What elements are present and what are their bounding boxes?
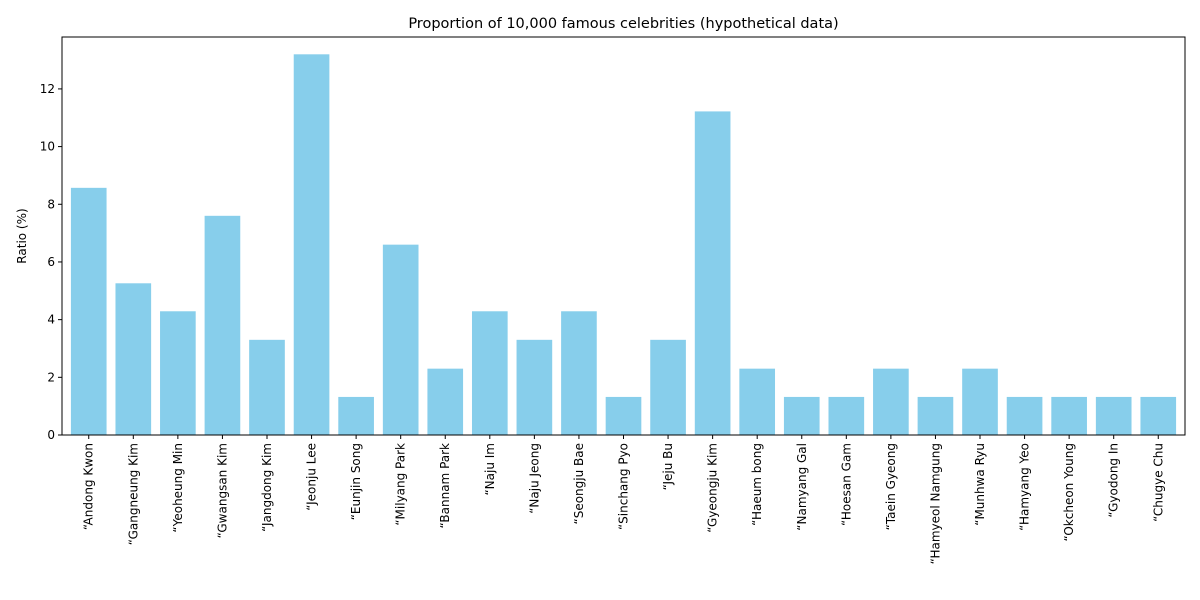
x-tick-label: “Gyeongju Kim	[706, 443, 720, 533]
y-tick-label: 10	[40, 140, 55, 154]
bar	[605, 396, 642, 435]
x-tick-label: “Chugye Chu	[1151, 443, 1165, 522]
y-tick-label: 6	[47, 255, 55, 269]
x-tick-label: “Hamyeol Namgung	[928, 443, 942, 564]
y-axis-label: Ratio (%)	[15, 208, 29, 263]
x-tick-label: “Naju Im	[483, 443, 497, 496]
bar	[1095, 396, 1132, 435]
x-tick-label: “Namyang Gal	[795, 443, 809, 531]
x-tick-label: “Gwangsan Kim	[215, 443, 229, 538]
bar	[694, 111, 731, 436]
bar	[650, 339, 686, 435]
bar	[115, 283, 152, 435]
x-tick-label: “Munhwa Ryu	[973, 443, 987, 526]
x-tick-label: “Andong Kwon	[82, 443, 96, 530]
y-tick-label: 12	[40, 82, 55, 96]
bars-group	[70, 54, 1177, 436]
bar	[739, 368, 776, 435]
bar	[962, 368, 998, 435]
bar	[160, 311, 196, 435]
x-tick-label: “Milyang Park	[394, 443, 408, 526]
chart-title: Proportion of 10,000 famous celebrities …	[408, 16, 838, 32]
x-ticks-group: “Andong Kwon “Gangneung Kim “Yeoheung Min “…	[82, 435, 1165, 564]
bar	[1051, 396, 1087, 435]
bar	[873, 368, 909, 435]
bar	[204, 215, 241, 435]
x-tick-label: “Okcheon Young	[1062, 443, 1076, 541]
x-tick-label: “Haeum bong	[750, 443, 764, 526]
x-tick-label: “Bannam Park	[438, 443, 452, 528]
bar	[828, 396, 865, 435]
x-tick-label: “Eunjin Song	[349, 443, 363, 520]
bar	[471, 311, 508, 435]
bar	[427, 368, 464, 435]
x-tick-label: “Sinchang Pyo	[617, 443, 631, 530]
x-tick-label: “Gyodong In	[1107, 443, 1121, 518]
bar	[561, 311, 597, 435]
x-tick-label: “Hamyang Yeo	[1018, 443, 1032, 531]
bar	[293, 54, 330, 435]
bar	[917, 396, 954, 435]
bar	[516, 339, 553, 435]
bar	[382, 244, 419, 435]
bar	[1140, 396, 1177, 435]
x-tick-label: “Hoesan Gam	[839, 443, 853, 526]
bar	[783, 396, 820, 435]
x-tick-label: “Jeonju Lee	[305, 443, 319, 511]
x-tick-label: “Yeoheung Min	[171, 443, 185, 533]
y-ticks-group: 0 2 4 6 8 10 12	[40, 82, 62, 442]
x-tick-label: “Jeju Bu	[661, 443, 675, 490]
plot-frame	[61, 36, 1186, 436]
y-tick-label: 8	[47, 197, 55, 211]
bar	[338, 396, 374, 435]
x-tick-label: “Naju Jeong	[527, 443, 541, 514]
y-tick-label: 4	[47, 313, 55, 327]
x-tick-label: “Gangneung Kim	[126, 443, 140, 545]
bar	[249, 339, 285, 435]
bar	[70, 187, 107, 435]
y-tick-label: 2	[47, 370, 55, 384]
x-tick-label: “Taein Gyeong	[884, 443, 898, 530]
y-tick-label: 0	[47, 428, 55, 442]
x-tick-label: “Jangdong Kim	[260, 443, 274, 532]
bar	[1006, 396, 1043, 435]
x-tick-label: “Seongju Bae	[572, 443, 586, 525]
